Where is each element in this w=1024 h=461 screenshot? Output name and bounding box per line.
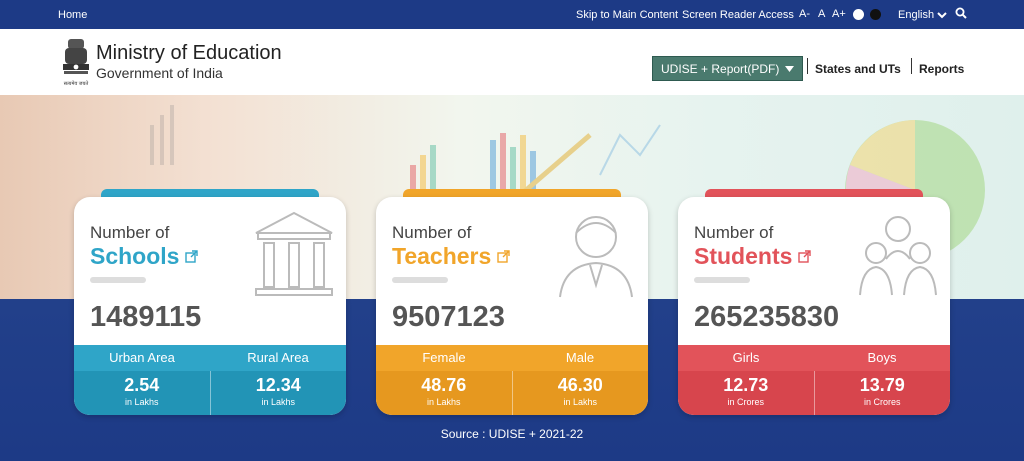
schools-divider <box>90 277 146 283</box>
dark-theme-toggle[interactable] <box>870 9 881 20</box>
teachers-breakdown-values: 48.76 in Lakhs 46.30 in Lakhs <box>376 371 648 415</box>
rural-area-value: 12.34 <box>255 375 301 395</box>
female-label: Female <box>422 350 466 365</box>
students-group-icon <box>859 216 937 296</box>
male-unit: in Lakhs <box>563 397 598 407</box>
nav-divider <box>807 58 808 74</box>
udise-report-dropdown[interactable]: UDISE + Report(PDF) <box>652 56 804 81</box>
schools-label: Schools <box>90 243 180 269</box>
boys-value: 13.79 <box>859 375 905 395</box>
students-link[interactable]: Students <box>694 243 812 270</box>
female-cell: 48.76 in Lakhs <box>376 371 512 415</box>
teachers-card: Number of Teachers 9507123 Female Male 4… <box>376 197 648 415</box>
girls-value: 12.73 <box>723 375 769 395</box>
site-header: सत्यमेव जयते Ministry of Education Gover… <box>0 29 1024 95</box>
udise-report-label: UDISE + Report(PDF) <box>661 61 780 76</box>
male-value: 46.30 <box>557 375 603 395</box>
rural-area-label: Rural Area <box>247 350 309 365</box>
students-breakdown-values: 12.73 in Crores 13.79 in Crores <box>678 371 950 415</box>
teachers-label: Teachers <box>392 243 492 269</box>
rural-area-cell: 12.34 in Lakhs <box>209 371 347 415</box>
students-card: Number of Students 265235830 Girls Boys … <box>678 197 950 415</box>
external-link-icon <box>497 250 511 263</box>
data-source-note: Source : UDISE + 2021-22 <box>440 427 584 441</box>
students-count: 265235830 <box>694 301 840 333</box>
nav-reports[interactable]: Reports <box>919 62 965 76</box>
font-decrease-button[interactable]: A- <box>799 8 810 20</box>
chevron-down-icon <box>937 12 947 19</box>
urban-area-unit: in Lakhs <box>124 397 159 407</box>
female-unit: in Lakhs <box>426 397 461 407</box>
schools-breakdown-header: Urban Area Rural Area <box>74 345 346 371</box>
rural-area-unit: in Lakhs <box>261 397 296 407</box>
hero-banner: Number of Schools 1489115 Urban Area Rur… <box>0 95 1024 461</box>
male-cell: 46.30 in Lakhs <box>511 371 649 415</box>
teachers-count: 9507123 <box>392 301 505 333</box>
urban-area-value: 2.54 <box>124 375 160 395</box>
caret-down-icon <box>785 65 795 72</box>
urban-area-cell: 2.54 in Lakhs <box>74 371 210 415</box>
schools-card: Number of Schools 1489115 Urban Area Rur… <box>74 197 346 415</box>
state-emblem-icon: सत्यमेव जयते <box>63 39 89 87</box>
language-label: English <box>898 9 935 21</box>
schools-link[interactable]: Schools <box>90 243 199 270</box>
teachers-label-small: Number of <box>392 223 472 242</box>
school-building-icon <box>255 211 333 296</box>
male-label: Male <box>565 350 595 365</box>
external-link-icon <box>185 250 199 263</box>
students-breakdown-header: Girls Boys <box>678 345 950 371</box>
emblem-caption: सत्यमेव जयते <box>64 80 89 87</box>
girls-cell: 12.73 in Crores <box>678 371 814 415</box>
external-link-icon <box>798 250 812 263</box>
nav-states-uts[interactable]: States and UTs <box>815 62 901 76</box>
boys-unit: in Crores <box>863 397 901 407</box>
urban-area-label: Urban Area <box>109 350 175 365</box>
screen-reader-link[interactable]: Screen Reader Access <box>682 9 794 21</box>
light-theme-toggle[interactable] <box>853 9 864 20</box>
skip-to-main-link[interactable]: Skip to Main Content <box>576 9 679 21</box>
students-label-small: Number of <box>694 223 774 242</box>
search-button[interactable] <box>955 7 967 22</box>
students-label: Students <box>694 243 793 269</box>
teacher-avatar-icon <box>559 216 633 298</box>
home-link[interactable]: Home <box>58 9 88 21</box>
boys-cell: 13.79 in Crores <box>813 371 951 415</box>
girls-label: Girls <box>732 350 760 365</box>
schools-label-small: Number of <box>90 223 170 242</box>
girls-unit: in Crores <box>727 397 764 407</box>
font-increase-button[interactable]: A+ <box>832 8 846 20</box>
teachers-link[interactable]: Teachers <box>392 243 511 270</box>
teachers-divider <box>392 277 448 283</box>
female-value: 48.76 <box>421 375 467 395</box>
nav-divider <box>911 58 912 74</box>
search-icon <box>955 7 967 19</box>
top-utility-bar: Home Skip to Main Content Screen Reader … <box>0 0 1024 29</box>
site-subtitle: Government of India <box>96 65 223 81</box>
teachers-breakdown-header: Female Male <box>376 345 648 371</box>
boys-label: Boys <box>867 350 897 365</box>
schools-breakdown-values: 2.54 in Lakhs 12.34 in Lakhs <box>74 371 346 415</box>
language-select[interactable]: English <box>898 9 947 21</box>
font-normal-button[interactable]: A <box>818 8 826 20</box>
students-divider <box>694 277 750 283</box>
schools-count: 1489115 <box>90 301 202 333</box>
site-title[interactable]: Ministry of Education <box>96 42 282 64</box>
